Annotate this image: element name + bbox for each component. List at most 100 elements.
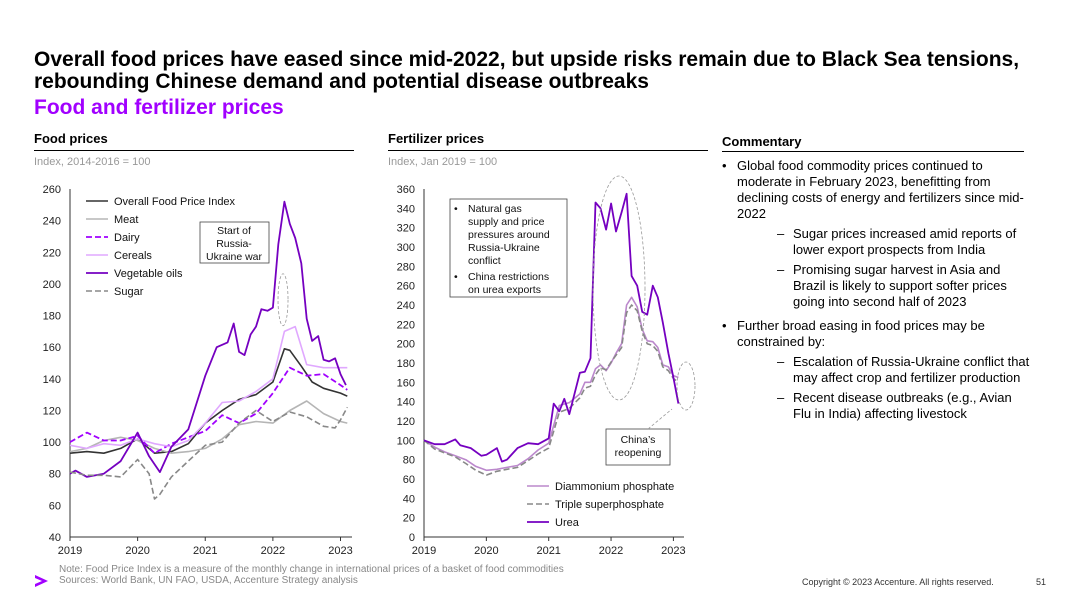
annotation-line: China restrictions [468, 271, 549, 283]
legend: Diammonium phosphate Triple superphosphat… [527, 481, 674, 529]
annotation-ellipse [277, 273, 289, 327]
y-tick-label: 0 [409, 532, 415, 544]
food-prices-rule [34, 150, 354, 151]
y-tick-label: 300 [397, 242, 415, 254]
legend-label: Diammonium phosphate [555, 481, 674, 493]
y-tick-label: 320 [397, 223, 415, 235]
y-tick-label: 20 [403, 513, 415, 525]
fertilizer-prices-subheading: Index, Jan 2019 = 100 [388, 156, 498, 168]
annotation-ellipse [676, 361, 696, 411]
series-line-urea [423, 192, 680, 463]
annotation-line: Ukraine war [206, 251, 263, 263]
annotation-line: China’s [621, 434, 656, 446]
annotation-box [449, 198, 568, 298]
food-prices-heading: Food prices [34, 131, 108, 146]
bullet-marker: • [722, 318, 727, 333]
commentary-bullet-text: Global food commodity prices continued t… [737, 158, 1024, 221]
legend-label: Vegetable oils [114, 268, 183, 280]
y-tick-label: 220 [397, 319, 415, 331]
dash-marker: – [777, 390, 785, 405]
bullet-marker: • [454, 271, 458, 283]
annotation-war: Start of Russia-Ukraine war [199, 221, 289, 327]
commentary-rule [722, 151, 1024, 152]
dash-marker: – [777, 354, 785, 369]
annotation-ellipse [592, 175, 646, 401]
bullet-marker: • [454, 203, 458, 215]
x-tick-label: 2023 [661, 545, 685, 557]
commentary-subbullet: – Sugar prices increased amid reports of … [737, 226, 1032, 258]
commentary-subbullet-text: Promising sugar harvest in Asia and Braz… [793, 262, 1007, 309]
y-tick-label: 120 [43, 405, 61, 417]
y-tick-label: 180 [43, 311, 61, 323]
annotations: Start of Russia-Ukraine war [199, 221, 289, 327]
series-line-vegetable-oils [69, 200, 347, 478]
annotation-text: Start of Russia-Ukraine war [206, 225, 263, 263]
annotation-china-reopening: China’s reopening [605, 361, 696, 466]
legend-label: Sugar [114, 286, 144, 298]
fertilizer-price-chart: 0 20 40 60 80 100 120 140 160 180 200 220 240 260 280 3… [397, 175, 696, 557]
legend-label: Triple superphosphate [555, 499, 664, 511]
x-tick-label: 2023 [328, 545, 352, 557]
annotations: Natural gas supply and price pressures aro… [449, 175, 696, 466]
annotation-line: supply and price [468, 216, 545, 228]
annotation-text: China restrictions on urea exports [468, 271, 549, 296]
commentary-bullet-text: Further broad easing in food prices may … [737, 318, 985, 349]
slide-title: Overall food prices have eased since mid… [34, 48, 1020, 93]
legend-label: Cereals [114, 250, 152, 262]
y-tick-label: 280 [397, 261, 415, 273]
x-tick-label: 2021 [536, 545, 560, 557]
copyright-text: Copyright © 2023 Accenture. All rights r… [802, 577, 994, 587]
x-axis: 2019 2020 2021 2022 2023 [412, 536, 686, 557]
annotation-line: Russia-Ukraine [468, 242, 540, 254]
y-tick-label: 120 [397, 416, 415, 428]
commentary-subbullet: – Escalation of Russia-Ukraine conflict t… [737, 354, 1032, 386]
series-lines [69, 200, 349, 500]
series-lines [423, 192, 680, 476]
commentary-bullet: • Further broad easing in food prices ma… [722, 318, 1032, 422]
slide-subtitle: Food and fertilizer prices [34, 96, 284, 119]
commentary-subbullet-text: Sugar prices increased amid reports of l… [793, 226, 1017, 257]
commentary-subbullet-text: Recent disease outbreaks (e.g., Avian Fl… [793, 390, 1012, 421]
logo-chevron [35, 575, 48, 587]
commentary-subbullet: – Promising sugar harvest in Asia and Bra… [737, 262, 1032, 310]
y-tick-label: 260 [43, 184, 61, 196]
y-tick-label: 40 [403, 493, 415, 505]
x-tick-label: 2020 [474, 545, 498, 557]
series-line-diammonium-phosphate [423, 296, 679, 472]
y-tick-label: 180 [397, 358, 415, 370]
x-tick-label: 2022 [599, 545, 623, 557]
y-tick-label: 240 [397, 300, 415, 312]
y-tick-label: 40 [49, 532, 61, 544]
annotation-text: Natural gas supply and price pressures aro… [468, 203, 550, 267]
legend-label: Dairy [114, 232, 140, 244]
series-line-overall-food-price-index [69, 348, 348, 455]
note-text: Note: Food Price Index is a measure of t… [59, 564, 564, 575]
x-tick-label: 2020 [125, 545, 149, 557]
y-tick-label: 360 [397, 184, 415, 196]
annotation-text: China’s reopening [615, 434, 662, 459]
annotation-line: on urea exports [468, 284, 541, 296]
y-tick-label: 240 [43, 216, 61, 228]
commentary-list: • Global food commodity prices continued… [722, 158, 1032, 428]
y-tick-label: 160 [397, 377, 415, 389]
legend: Overall Food Price Index Meat Dairy Cereals… [86, 196, 236, 298]
annotation-gas-urea: Natural gas supply and price pressures aro… [449, 175, 646, 401]
fertilizer-prices-heading: Fertilizer prices [388, 131, 485, 146]
y-tick-label: 340 [397, 203, 415, 215]
series-line-triple-superphosphate [423, 304, 679, 476]
legend-label: Overall Food Price Index [114, 196, 236, 208]
y-tick-label: 160 [43, 342, 61, 354]
y-tick-label: 100 [43, 437, 61, 449]
dash-marker: – [777, 226, 785, 241]
annotation-box [199, 221, 270, 264]
y-tick-label: 200 [43, 279, 61, 291]
page-number: 51 [1036, 577, 1047, 587]
series-line-sugar [69, 406, 349, 500]
annotation-connector [647, 408, 673, 430]
y-tick-label: 220 [43, 247, 61, 259]
dash-marker: – [777, 262, 785, 277]
legend-label: Meat [114, 214, 138, 226]
commentary-bullet: • Global food commodity prices continued… [722, 158, 1032, 310]
x-tick-label: 2021 [193, 545, 217, 557]
commentary-subbullet-text: Escalation of Russia-Ukraine conflict th… [793, 354, 1030, 385]
